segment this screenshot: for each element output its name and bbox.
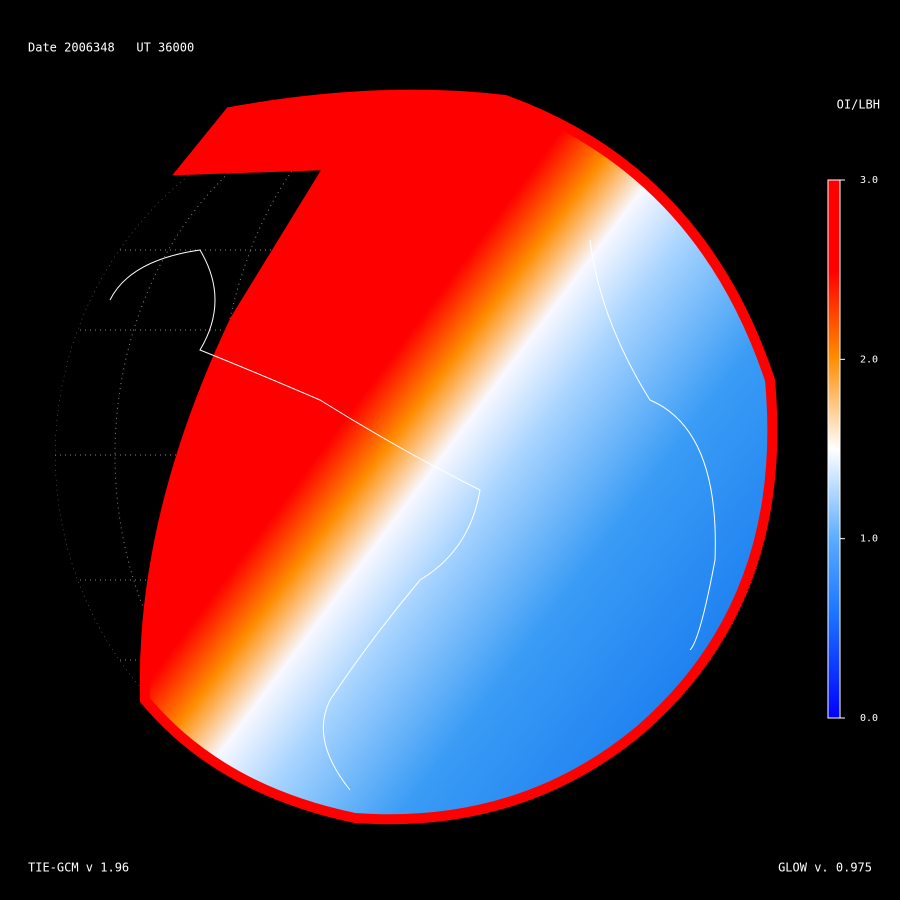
coastlines [109,239,716,791]
colorbar-tick-label: 0.0 [860,713,878,724]
glow-label: GLOW v. 0.975 [778,861,872,875]
colorbar-tick-label: 1.0 [860,534,878,545]
date-label: Date 2006348 UT 36000 [28,41,194,55]
colorbar-tick-label: 2.0 [860,354,878,365]
colorbar [827,179,841,719]
colorbar-title: OI/LBH [837,98,880,112]
lit-hemisphere [139,89,778,825]
colorbar-tick-label: 3.0 [860,175,878,186]
model-label: TIE-GCM v 1.96 [28,861,129,875]
